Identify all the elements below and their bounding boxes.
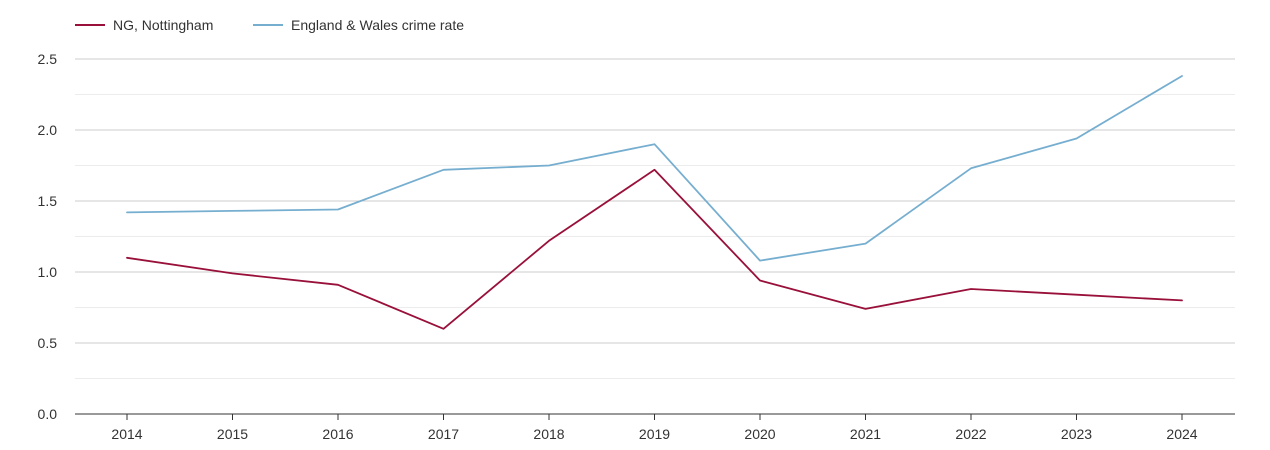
x-tick-label: 2019 — [639, 426, 670, 442]
legend-label-england-wales: England & Wales crime rate — [291, 17, 464, 33]
x-tick-label: 2018 — [533, 426, 564, 442]
x-tick-label: 2017 — [428, 426, 459, 442]
data-point-england-wales-crime-rate[interactable] — [652, 141, 658, 147]
legend-item-ng-nottingham[interactable]: NG, Nottingham — [75, 17, 213, 33]
legend-label-ng-nottingham: NG, Nottingham — [113, 17, 213, 33]
chart-legend: NG, Nottingham England & Wales crime rat… — [75, 17, 464, 33]
data-point-ng-nottingham[interactable] — [230, 270, 236, 276]
data-point-england-wales-crime-rate[interactable] — [546, 163, 552, 169]
x-axis: 2014 2015 2016 2017 2018 2019 2020 2021 2022 2023… — [75, 413, 1235, 442]
chart-series — [124, 73, 1185, 332]
x-tick-label: 2024 — [1166, 426, 1197, 442]
y-tick-label: 0.0 — [38, 406, 58, 422]
data-point-ng-nottingham[interactable] — [863, 306, 869, 312]
data-point-england-wales-crime-rate[interactable] — [1179, 73, 1185, 79]
data-point-england-wales-crime-rate[interactable] — [968, 165, 974, 171]
x-tick-label: 2020 — [744, 426, 775, 442]
y-tick-label: 1.0 — [38, 264, 58, 280]
y-tick-label: 2.0 — [38, 122, 58, 138]
data-point-ng-nottingham[interactable] — [652, 167, 658, 173]
series-line-ng-nottingham — [126, 168, 1183, 330]
x-tick-label: 2016 — [322, 426, 353, 442]
x-tick-label: 2023 — [1061, 426, 1092, 442]
chart-grid — [75, 58, 1235, 379]
data-point-ng-nottingham[interactable] — [335, 282, 341, 288]
y-tick-label: 0.5 — [38, 335, 58, 351]
x-tick-label: 2015 — [217, 426, 248, 442]
data-point-ng-nottingham[interactable] — [441, 326, 447, 332]
y-axis: 0.0 0.5 1.0 1.5 2.0 2.5 — [38, 51, 58, 422]
x-tick-label: 2014 — [111, 426, 142, 442]
data-point-england-wales-crime-rate[interactable] — [863, 241, 869, 247]
series-line-england-wales-crime-rate — [126, 75, 1183, 262]
data-point-ng-nottingham[interactable] — [1179, 297, 1185, 303]
data-point-england-wales-crime-rate[interactable] — [1074, 136, 1080, 142]
y-tick-label: 2.5 — [38, 51, 58, 67]
x-tick-label: 2021 — [850, 426, 881, 442]
x-tick-label: 2022 — [955, 426, 986, 442]
data-point-ng-nottingham[interactable] — [124, 255, 130, 261]
data-point-ng-nottingham[interactable] — [757, 278, 763, 284]
data-point-ng-nottingham[interactable] — [1074, 292, 1080, 298]
data-point-ng-nottingham[interactable] — [546, 238, 552, 244]
data-point-england-wales-crime-rate[interactable] — [757, 258, 763, 264]
data-point-england-wales-crime-rate[interactable] — [230, 208, 236, 214]
data-point-ng-nottingham[interactable] — [968, 286, 974, 292]
y-tick-label: 1.5 — [38, 193, 58, 209]
data-point-england-wales-crime-rate[interactable] — [335, 207, 341, 213]
legend-item-england-wales[interactable]: England & Wales crime rate — [253, 17, 464, 33]
data-point-england-wales-crime-rate[interactable] — [124, 209, 130, 215]
data-point-england-wales-crime-rate[interactable] — [441, 167, 447, 173]
